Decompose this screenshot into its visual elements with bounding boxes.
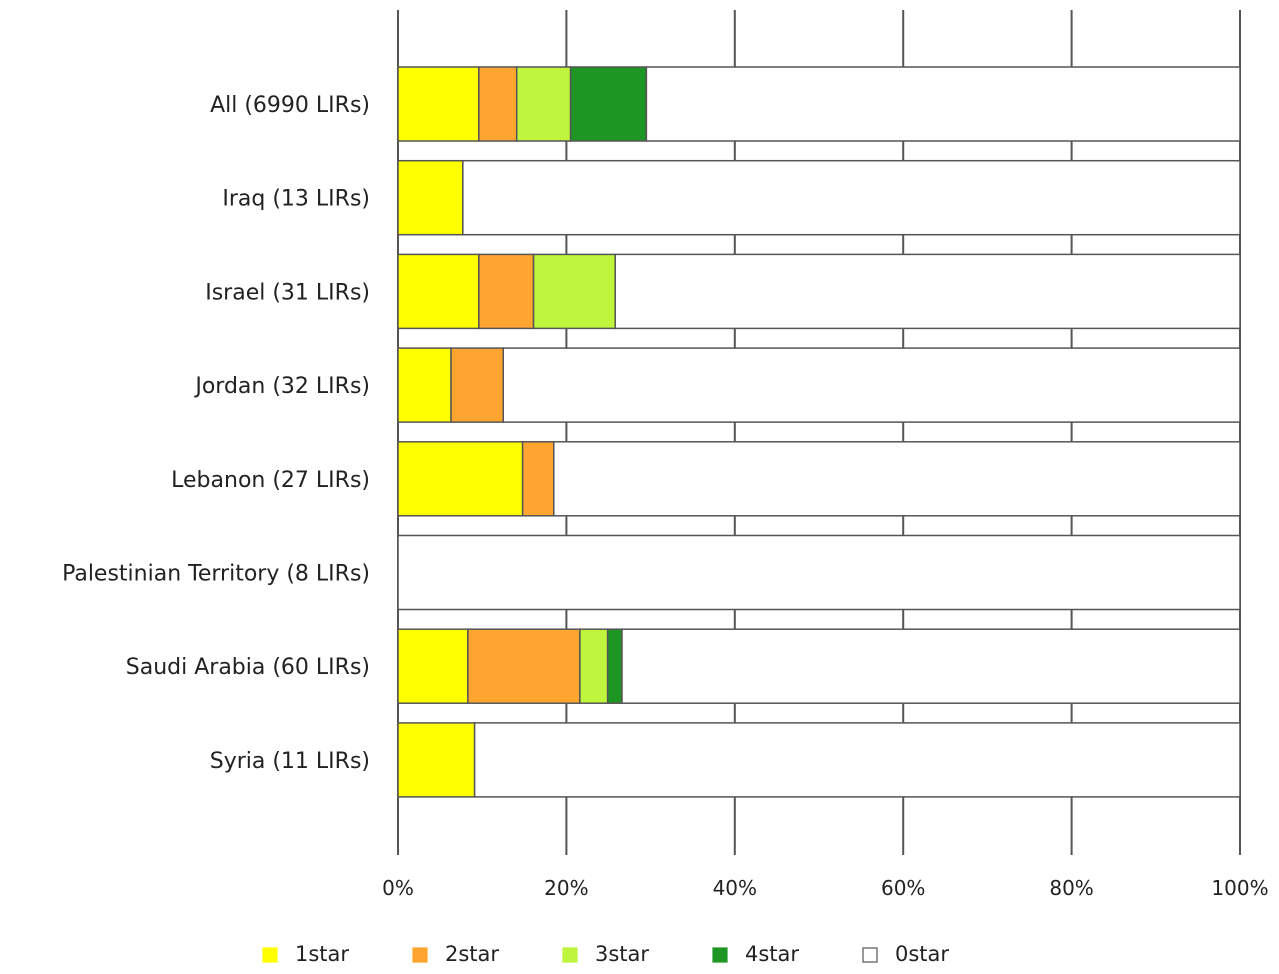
bar-segment-lebanon-0star (553, 441, 1241, 517)
category-label-saudi-arabia: Saudi Arabia (60 LIRs) (126, 655, 370, 680)
bar-segment-israel-2star (478, 253, 535, 330)
grid-lines (397, 10, 1241, 855)
bar-segment-iraq-1star (397, 159, 464, 236)
category-labels: All (6990 LIRs) Iraq (13 LIRs) Israel (31 … (62, 93, 370, 774)
x-tick-label: 20% (544, 876, 588, 900)
x-tick-label: 60% (881, 876, 925, 900)
bar-segment-all-1star (397, 66, 480, 142)
legend-label-1star: 1star (295, 942, 349, 966)
category-label-iraq: Iraq (13 LIRs) (222, 187, 370, 212)
category-label-palestinian-territory: Palestinian Territory (8 LIRs) (62, 562, 370, 587)
category-label-syria: Syria (11 LIRs) (210, 749, 370, 774)
bar-segment-saudi-arabia-4star (606, 628, 623, 704)
bar-segment-saudi-arabia-2star (467, 628, 581, 704)
bar-segment-iraq-0star (462, 159, 1241, 236)
x-tick-label: 100% (1211, 876, 1268, 900)
bar-segment-lebanon-1star (397, 441, 524, 517)
category-label-israel: Israel (31 LIRs) (205, 280, 370, 305)
legend-swatch-4star (712, 947, 728, 963)
legend-label-2star: 2star (445, 942, 499, 966)
legend-label-0star: 0star (895, 942, 949, 966)
category-label-jordan: Jordan (32 LIRs) (193, 374, 370, 399)
category-label-lebanon: Lebanon (27 LIRs) (171, 468, 370, 493)
x-tick-labels: 0% 20% 40% 60% 80% 100% (382, 876, 1268, 900)
legend-label-3star: 3star (595, 942, 649, 966)
bar-segment-all-0star (645, 66, 1241, 142)
bar-segment-saudi-arabia-1star (397, 628, 469, 704)
bar-segment-syria-0star (473, 722, 1241, 798)
bar-segment-jordan-0star (502, 347, 1241, 423)
x-tick-label: 40% (713, 876, 757, 900)
x-tick-label: 0% (382, 876, 414, 900)
bars (397, 66, 1241, 798)
legend-swatch-3star (562, 947, 578, 963)
legend-swatch-2star (412, 947, 428, 963)
bar-segment-lebanon-2star (521, 441, 555, 517)
bar-segment-israel-3star (532, 253, 616, 330)
bar-segment-saudi-arabia-3star (579, 628, 609, 704)
bar-segment-israel-0star (614, 253, 1241, 330)
bar-segment-all-3star (515, 66, 572, 142)
bar-segment-israel-1star (397, 253, 480, 330)
bar-segment-all-4star (569, 66, 648, 142)
bar-segment-all-2star (478, 66, 518, 142)
x-tick-label: 80% (1049, 876, 1093, 900)
bar-segment-syria-1star (397, 722, 476, 798)
bar-segment-palestinian-territory-0star (397, 534, 1241, 611)
legend-label-4star: 4star (745, 942, 799, 966)
bar-segment-saudi-arabia-0star (621, 628, 1241, 704)
legend-swatch-0star (862, 947, 878, 963)
bar-segment-jordan-2star (450, 347, 504, 423)
legend-swatch-1star (262, 947, 278, 963)
legend: 1star 2star 3star 4star 0star (262, 942, 949, 966)
bar-segment-jordan-1star (397, 347, 452, 423)
category-label-all: All (6990 LIRs) (210, 93, 370, 118)
